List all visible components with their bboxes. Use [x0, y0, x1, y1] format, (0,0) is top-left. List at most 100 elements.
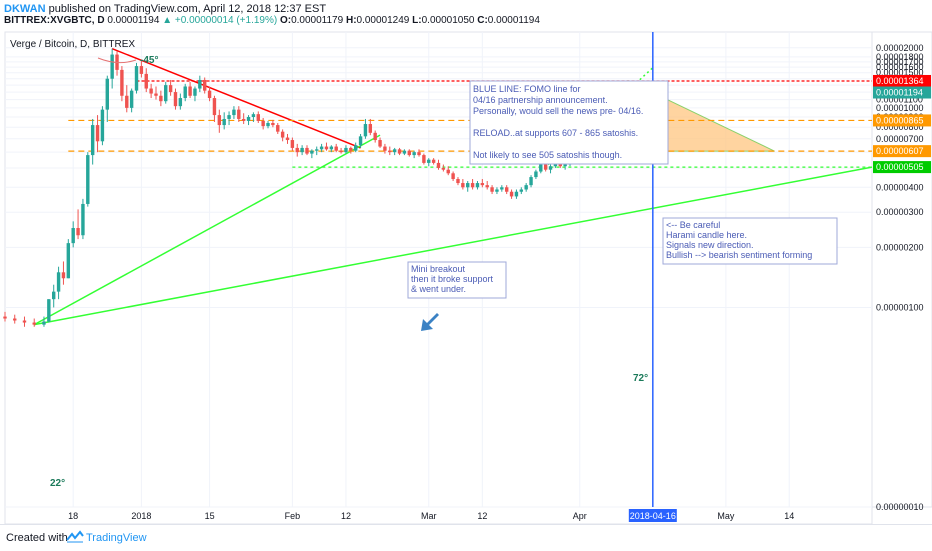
price-tags: 0.00001364 0.00001194 0.00000865 0.00000607…: [873, 74, 931, 174]
candle: [417, 149, 421, 157]
candle: [90, 118, 95, 165]
y-tick-label: 0.00001700: [876, 57, 924, 67]
candle-body: [246, 117, 251, 121]
x-tick-label: 15: [205, 511, 215, 521]
y-tick-label: 0.00000800: [876, 122, 924, 132]
candle-body: [461, 183, 465, 188]
price-chart[interactable]: 0.000020000.000018000.000017000.00001600…: [0, 30, 932, 524]
price-axis[interactable]: [871, 31, 932, 508]
x-tick-label: 12: [477, 511, 487, 521]
candle-body: [329, 146, 334, 150]
candle: [368, 118, 373, 136]
candle: [71, 221, 75, 248]
candle: [383, 143, 387, 154]
candle-body: [344, 147, 348, 153]
candle-body: [466, 183, 470, 188]
candle: [159, 90, 163, 107]
candle-body: [456, 179, 460, 184]
candle: [232, 106, 236, 119]
candle-body: [334, 146, 338, 151]
candle-body: [52, 291, 56, 300]
low-label: L:: [412, 15, 422, 26]
candle: [490, 185, 494, 195]
candle-body: [431, 159, 436, 163]
chart-title: Verge / Bitcoin, D, BITTREX: [10, 39, 135, 50]
candle-body: [534, 171, 538, 178]
candle: [500, 185, 504, 192]
candle: [61, 261, 66, 285]
chart-area[interactable]: 0.00002000 0.00001800 0.00001700 0.00001600…: [0, 30, 932, 524]
candle: [222, 112, 226, 130]
candle: [461, 179, 465, 190]
candle-body: [353, 145, 358, 151]
candle: [402, 149, 407, 156]
candle-body: [198, 79, 202, 89]
candle: [110, 48, 114, 89]
candle: [524, 183, 528, 192]
x-tick-label: 2018-04-16: [630, 511, 676, 521]
candle: [319, 143, 324, 153]
candle: [378, 137, 382, 148]
price-tag-label: 0.00000505: [876, 162, 924, 172]
candle: [519, 187, 524, 195]
candle-body: [100, 109, 105, 142]
candle-body: [271, 122, 275, 126]
candle: [276, 122, 280, 134]
x-tick-label: 12: [341, 511, 351, 521]
author-name[interactable]: DKWAN: [4, 3, 46, 15]
y-tick-label: 0.00001600: [876, 62, 924, 72]
symbol-label: BITTREX:XVGBTC, D: [4, 15, 105, 26]
candle: [422, 153, 426, 165]
y-tick-label: 0.00000200: [876, 242, 924, 252]
note-box: [662, 217, 838, 265]
price-tag-label: 0.00000865: [876, 115, 924, 125]
note-line: RELOAD..at supports 607 - 865 satoshis.: [473, 128, 638, 138]
angle-label: -45°: [140, 55, 158, 66]
candle: [373, 130, 377, 143]
candle-body: [22, 320, 27, 323]
candle-body: [412, 152, 416, 156]
candle: [358, 133, 363, 148]
candle-body: [290, 140, 295, 148]
note-line: Signals new direction.: [666, 240, 754, 250]
price-tag: [873, 114, 931, 127]
candle-body: [125, 95, 129, 108]
candle: [392, 147, 397, 156]
candle-body: [358, 136, 363, 146]
candle-body: [300, 147, 304, 153]
note-line: Mini breakout: [411, 264, 466, 274]
candle-body: [441, 167, 446, 170]
y-tick-label: 0.00002000: [876, 43, 924, 53]
candle: [227, 111, 231, 126]
tradingview-brand[interactable]: TradingView: [86, 532, 147, 544]
candle-body: [178, 98, 183, 107]
candle: [256, 111, 260, 123]
candle-body: [212, 98, 217, 116]
candle: [509, 189, 514, 199]
y-tick-label: 0.00000700: [876, 134, 924, 144]
candle-body: [539, 164, 543, 172]
candle-body: [90, 125, 95, 156]
candle-body: [524, 185, 528, 190]
y-tick-label: 0.00000400: [876, 182, 924, 192]
candle-body: [139, 66, 144, 74]
candle-body: [86, 155, 90, 204]
low-value: 0.00001050: [421, 15, 475, 26]
candle: [446, 166, 450, 176]
candle-body: [237, 109, 241, 119]
candle-body: [42, 321, 46, 325]
candle-body: [266, 122, 270, 127]
candle-body: [368, 124, 373, 133]
candle: [466, 181, 470, 192]
candle-body: [324, 146, 329, 150]
candle: [305, 145, 309, 156]
candle-body: [514, 191, 519, 197]
note-line: & went under.: [411, 284, 466, 294]
candle: [202, 77, 207, 94]
red-trendline: [111, 47, 361, 149]
note-line: Personally, would sell the news pre- 04/…: [473, 106, 643, 116]
tradingview-logo-icon[interactable]: [66, 530, 84, 547]
